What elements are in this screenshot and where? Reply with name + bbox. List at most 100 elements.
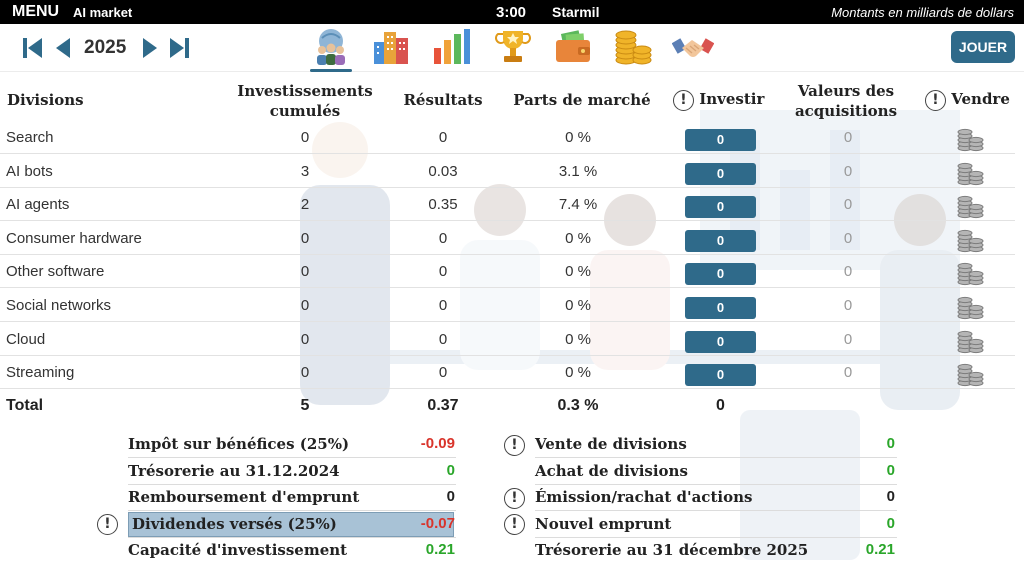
bar-chart-icon[interactable]: [430, 26, 472, 68]
division-name: Social networks: [6, 297, 112, 314]
coin-stack-icon[interactable]: [956, 193, 984, 219]
summary-value: 0.21: [865, 541, 895, 558]
last-year-icon[interactable]: [168, 36, 190, 60]
summary-value: 0: [886, 461, 895, 479]
warning-icon[interactable]: !: [925, 89, 946, 111]
table-row: AI bots 3 0.03 3.1 % 0 0: [0, 155, 1015, 188]
division-name: AI agents: [6, 196, 70, 214]
header-divisions: Divisions: [7, 91, 84, 109]
top-bar: MENU AI market 3:00 Starmil Montants en …: [0, 0, 1024, 24]
first-year-icon[interactable]: [22, 36, 44, 60]
header-sell-label: Vendre: [951, 90, 1010, 108]
table-row: Streaming 0 0 0 % 0 0: [0, 356, 1015, 390]
invest-input[interactable]: 0: [685, 364, 756, 387]
market-share-value: 7.4 %: [558, 196, 598, 214]
summary-value: 0: [446, 488, 455, 505]
summary-divider: [128, 457, 456, 458]
invest-input[interactable]: 0: [685, 263, 756, 286]
warning-icon[interactable]: !: [97, 514, 118, 535]
acquisition-value: 0: [843, 196, 853, 214]
city-buildings-icon[interactable]: [370, 26, 412, 68]
invest-input[interactable]: 0: [685, 229, 756, 252]
coin-stack-icon[interactable]: [956, 126, 984, 152]
total-market-share: 0.3 %: [557, 397, 599, 414]
game-clock: 3:00: [496, 4, 527, 21]
summary-divider: [535, 457, 897, 458]
summary-label: Trésorerie au 31.12.2024: [128, 461, 340, 480]
market-share-value: 0 %: [565, 364, 591, 382]
invest-input[interactable]: 0: [685, 330, 756, 353]
warning-icon[interactable]: !: [504, 435, 525, 456]
coins-icon[interactable]: [612, 26, 654, 68]
summary-divider: [128, 510, 456, 511]
invest-input[interactable]: 0: [685, 162, 756, 185]
market-share-value: 0 %: [565, 297, 591, 314]
results-value: 0.35: [428, 196, 458, 214]
play-button[interactable]: JOUER: [951, 31, 1015, 63]
dividends-highlight[interactable]: [128, 512, 454, 537]
cumulative-investments: 0: [300, 330, 310, 348]
results-value: 0: [438, 330, 448, 348]
table-row: Search 0 0 0 % 0 0: [0, 121, 1015, 154]
handshake-icon[interactable]: [671, 26, 715, 68]
division-name: Consumer hardware: [6, 229, 142, 247]
cumulative-investments: 2: [300, 196, 310, 214]
invest-input[interactable]: 0: [685, 297, 756, 319]
warning-icon[interactable]: !: [504, 514, 525, 535]
wallet-icon[interactable]: [552, 26, 594, 68]
team-icon[interactable]: [310, 26, 352, 72]
previous-year-icon[interactable]: [52, 36, 74, 60]
header-investments: Investissements cumulés: [237, 82, 373, 120]
header-sell: ! Vendre: [925, 89, 1015, 111]
division-name: Search: [6, 129, 54, 146]
header-results: Résultats: [403, 91, 483, 109]
table-row: Other software 0 0 0 % 0 0: [0, 255, 1015, 289]
results-value: 0: [438, 129, 448, 146]
table-row: Cloud 0 0 0 % 0 0: [0, 323, 1015, 356]
acquisition-value: 0: [843, 162, 853, 180]
next-year-icon[interactable]: [139, 36, 161, 60]
total-row: Total 5 0.37 0.3 % 0: [0, 390, 1015, 422]
coin-stack-icon[interactable]: [956, 328, 984, 354]
invest-input[interactable]: 0: [685, 196, 756, 219]
acquisition-value: 0: [843, 364, 853, 382]
coin-stack-icon[interactable]: [956, 227, 984, 253]
warning-icon[interactable]: !: [504, 488, 525, 509]
summary-label: Nouvel emprunt: [535, 514, 672, 533]
coin-stack-icon[interactable]: [956, 260, 984, 286]
acquisition-value: 0: [843, 330, 853, 348]
menu-button[interactable]: MENU: [12, 3, 60, 20]
trophy-icon[interactable]: [492, 26, 534, 68]
acquisition-value: 0: [843, 297, 853, 314]
summary-divider: [128, 536, 456, 538]
summary-label: Remboursement d'emprunt: [128, 488, 360, 506]
warning-icon[interactable]: !: [673, 89, 694, 111]
cumulative-investments: 0: [300, 263, 310, 281]
coin-stack-icon[interactable]: [956, 361, 984, 387]
market-share-value: 3.1 %: [558, 162, 598, 180]
results-value: 0: [438, 364, 448, 382]
summary-divider: [535, 483, 897, 485]
toolbar: 2025: [0, 24, 1024, 72]
acquisition-value: 0: [843, 129, 853, 146]
table-row: Consumer hardware 0 0 0 % 0 0: [0, 222, 1015, 255]
division-name: Cloud: [6, 330, 46, 348]
acquisition-value: 0: [843, 229, 853, 247]
summary-value: 0: [446, 461, 455, 479]
results-value: 0: [438, 263, 448, 281]
invest-input[interactable]: 0: [685, 129, 756, 151]
division-name: Streaming: [6, 364, 75, 382]
division-name: AI bots: [6, 162, 53, 180]
total-invest: 0: [716, 397, 725, 414]
cumulative-investments: 0: [300, 129, 310, 146]
header-invest: ! Investir: [673, 89, 773, 111]
cumulative-investments: 0: [300, 364, 310, 382]
player-name: Starmil: [552, 4, 600, 20]
summary-label: Impôt sur bénéfices (25%): [128, 435, 350, 453]
summary-label: Capacité d'investissement: [128, 541, 348, 559]
app-title: AI market: [73, 5, 133, 20]
results-value: 0: [438, 297, 448, 314]
coin-stack-icon[interactable]: [956, 160, 984, 186]
coin-stack-icon[interactable]: [956, 294, 984, 320]
total-investments: 5: [300, 397, 310, 414]
